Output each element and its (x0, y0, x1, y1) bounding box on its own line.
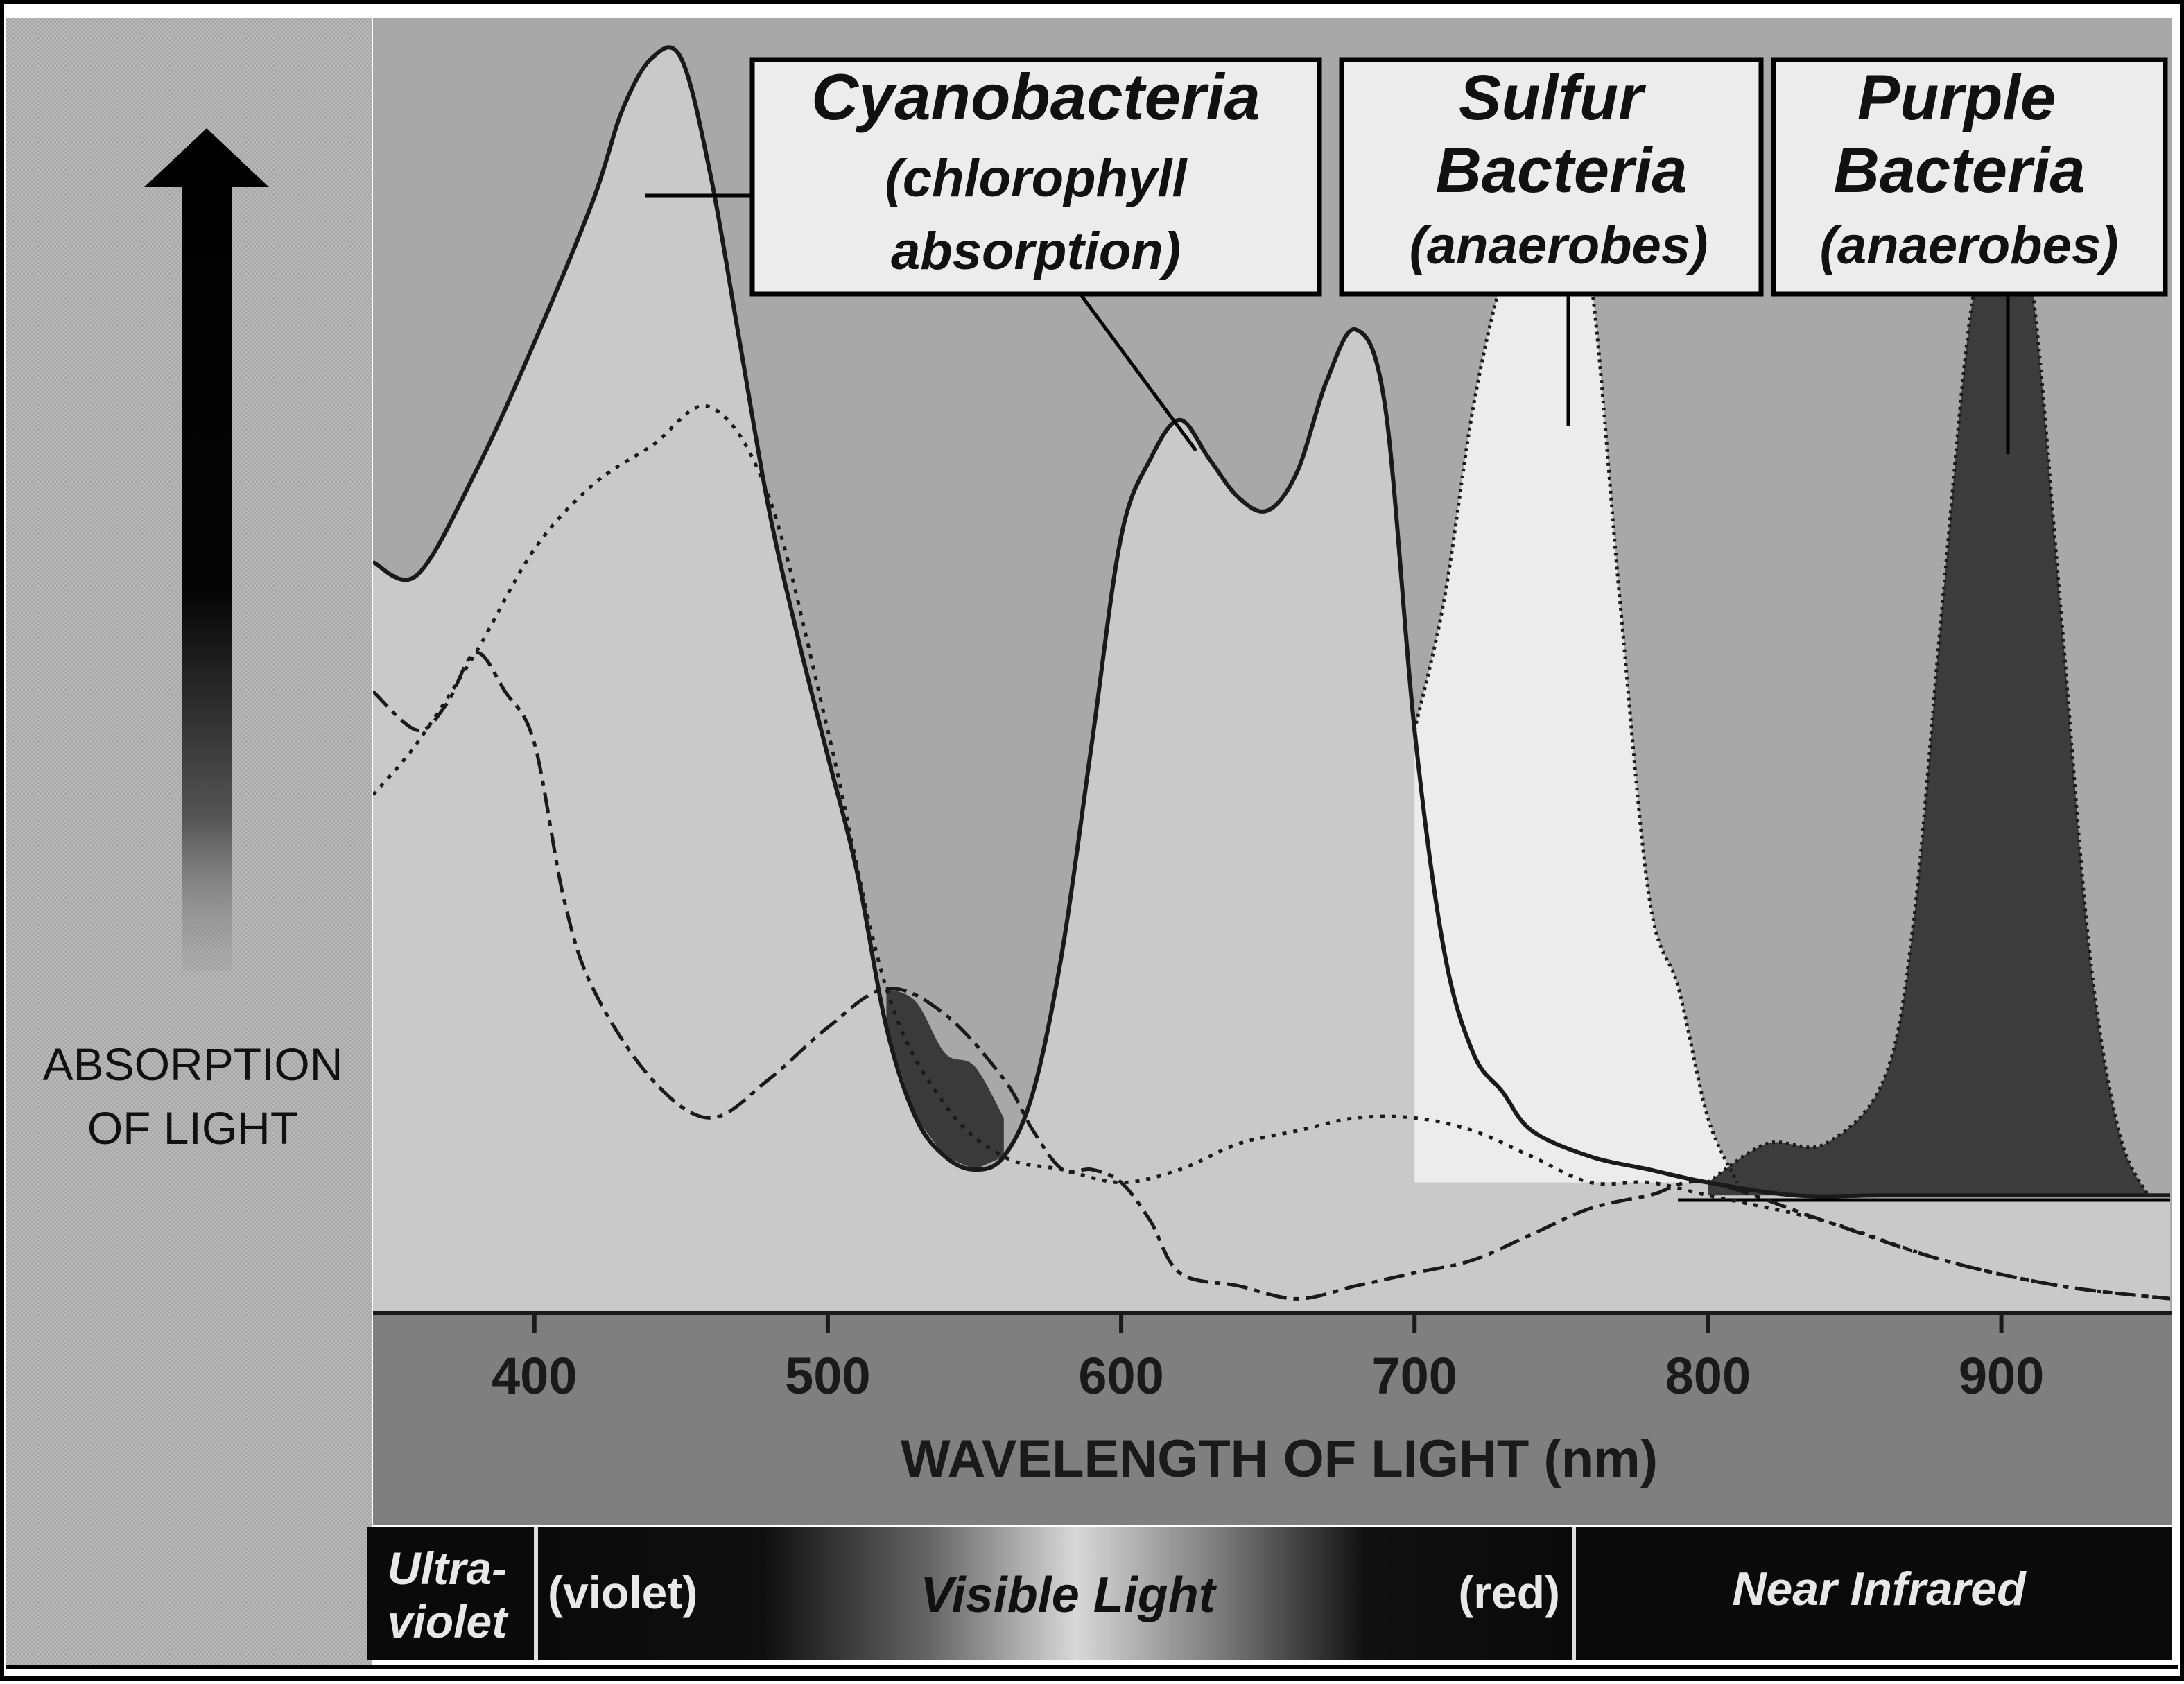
sulfur-subtitle: (anaerobes) (1410, 216, 1708, 275)
dotted-pigment-curve (373, 403, 2170, 1301)
dashed-pigment-curve (373, 650, 2170, 1301)
y-axis-label-line-2: OF LIGHT (87, 1102, 298, 1154)
purple-bacteria-label-box: Purple Bacteria (anaerobes) (1771, 57, 2168, 297)
purple-subtitle: (anaerobes) (1820, 216, 2119, 275)
ultraviolet-label-1: Ultra- (388, 1543, 507, 1594)
x-tick-label: 600 (1078, 1347, 1163, 1405)
leader-lines (645, 193, 2010, 454)
x-tick-label: 900 (1959, 1347, 2044, 1405)
x-axis-band (373, 1313, 2172, 1525)
x-axis-label: WAVELENGTH OF LIGHT (nm) (901, 1430, 1658, 1488)
visible-light-label: Visible Light (920, 1568, 1217, 1623)
absorption-arrow (144, 128, 269, 971)
near-infrared-label: Near Infrared (1732, 1563, 2027, 1615)
sulfur-title-2: Bacteria (1435, 135, 1687, 206)
purple-bacteria-area (1708, 211, 2149, 1196)
purple-title-1: Purple (1857, 62, 2056, 133)
y-axis-label-line-1: ABSORPTION (43, 1039, 343, 1090)
ultraviolet-label-2: violet (388, 1596, 509, 1647)
spectrum-bar: Ultra- violet (violet) Visible Light (re… (367, 1527, 2172, 1660)
sulfur-bacteria-label-box: Sulfur Bacteria (anaerobes) (1339, 57, 1764, 297)
cyanobacteria-curve (373, 45, 2170, 1199)
x-tick-label: 400 (492, 1347, 577, 1405)
purple-bacteria-curve (1706, 210, 2150, 1197)
cyanobacteria-title: Cyanobacteria (811, 60, 1260, 133)
x-tick-label: 700 (1372, 1347, 1457, 1405)
x-axis-ticks: 400 500 600 700 800 900 (492, 1313, 2044, 1405)
green-gap-area (886, 989, 1004, 1170)
cyanobacteria-subtitle-1: (chlorophyll (885, 149, 1188, 208)
cyanobacteria-subtitle-2: absorption) (891, 222, 1181, 281)
sulfur-bacteria-area (1414, 184, 1737, 1183)
sulfur-title-1: Sulfur (1459, 62, 1646, 133)
violet-label: (violet) (548, 1567, 697, 1618)
x-tick-label: 800 (1665, 1347, 1751, 1405)
cyanobacteria-label-box: Cyanobacteria (chlorophyll absorption) (749, 57, 1322, 297)
red-label: (red) (1458, 1567, 1560, 1618)
purple-title-2: Bacteria (1833, 135, 2085, 206)
x-tick-label: 500 (785, 1347, 870, 1405)
plot-area (373, 45, 2170, 1312)
cyanobacteria-area (373, 47, 2170, 1312)
